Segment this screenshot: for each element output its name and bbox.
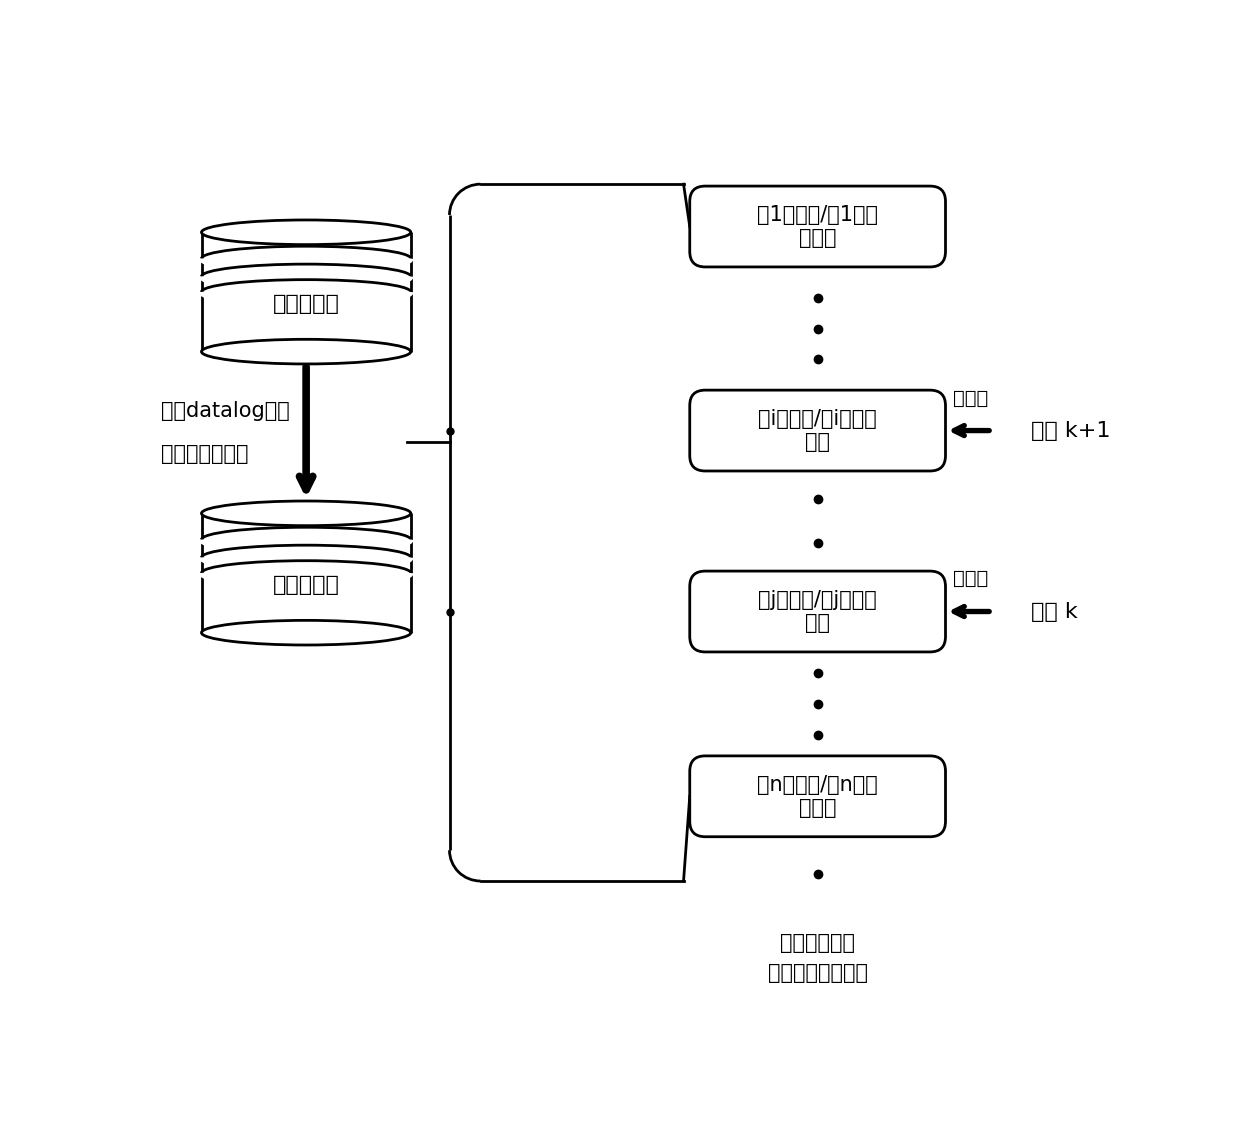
- Text: 外延数据库: 外延数据库: [273, 293, 340, 314]
- FancyBboxPatch shape: [689, 390, 945, 471]
- Text: 线程 k: 线程 k: [1030, 601, 1078, 622]
- Ellipse shape: [201, 220, 410, 245]
- Text: 排他锁: 排他锁: [954, 570, 988, 588]
- Text: 排它锁: 排它锁: [954, 389, 988, 408]
- FancyBboxPatch shape: [689, 187, 945, 266]
- FancyBboxPatch shape: [689, 571, 945, 652]
- Ellipse shape: [201, 620, 410, 645]
- Ellipse shape: [201, 339, 410, 364]
- Text: 第1次迭代/第1层计
数结构: 第1次迭代/第1层计 数结构: [758, 205, 878, 248]
- Ellipse shape: [201, 501, 410, 526]
- Text: 内延数据库: 内延数据库: [273, 574, 340, 595]
- Text: 根据迭代次数: 根据迭代次数: [780, 933, 856, 953]
- Text: 根据datalog规则: 根据datalog规则: [161, 401, 290, 420]
- FancyBboxPatch shape: [689, 755, 945, 836]
- Text: 第i次迭代/第i层计数
结构: 第i次迭代/第i层计数 结构: [758, 409, 877, 452]
- Text: 进行实例化推导: 进行实例化推导: [161, 444, 249, 464]
- Text: 第j次迭代/第j层计数
结构: 第j次迭代/第j层计数 结构: [758, 590, 877, 633]
- Text: 第n次迭代/第n层计
数结构: 第n次迭代/第n层计 数结构: [758, 774, 878, 818]
- Text: 动态增加计数结构: 动态增加计数结构: [768, 963, 868, 984]
- Text: 线程 k+1: 线程 k+1: [1030, 420, 1110, 441]
